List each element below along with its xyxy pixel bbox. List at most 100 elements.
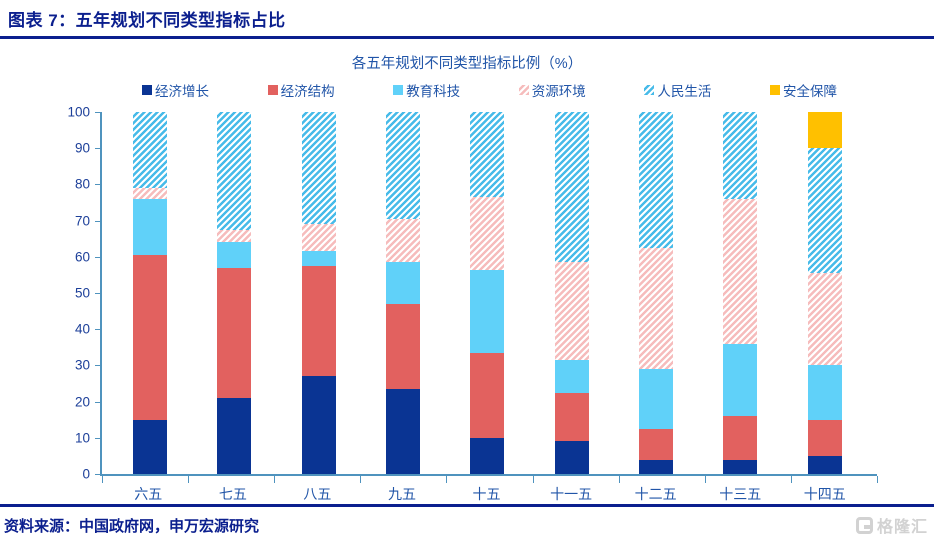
bar-segment-资源环境 — [301, 224, 336, 252]
y-axis-tick — [95, 184, 102, 186]
source-note: 资料来源：中国政府网，申万宏源研究 — [4, 517, 260, 535]
y-axis-tick-label: 50 — [74, 285, 90, 301]
stacked-bar — [554, 112, 589, 474]
x-axis-label: 九五 — [387, 486, 416, 502]
x-axis-tick — [532, 476, 534, 483]
y-axis-tick-label: 0 — [82, 466, 90, 482]
figure-footer: 资料来源：中国政府网，申万宏源研究 格隆汇 — [0, 504, 934, 546]
figure-header: 图表 7：五年规划不同类型指标占比 — [0, 0, 934, 39]
chart-title: 各五年规划不同类型指标比例（%） — [351, 56, 583, 72]
legend-label: 资源环境 — [531, 84, 586, 99]
y-axis-tick — [95, 365, 102, 367]
bar-segment-人民生活 — [554, 112, 589, 263]
y-axis-tick — [95, 220, 102, 222]
stacked-bar — [386, 112, 421, 474]
legend-item-5: 人民生活 — [644, 80, 711, 100]
legend-swatch-icon — [267, 85, 278, 95]
x-axis-label: 十四五 — [803, 486, 846, 502]
bar-segment-经济增长 — [217, 397, 252, 474]
bar-group-十四五 — [783, 112, 867, 474]
y-axis-tick-label: 30 — [74, 357, 90, 373]
y-axis-tick — [95, 329, 102, 331]
bar-segment-资源环境 — [386, 218, 421, 263]
plot-area: 0 10 20 30 40 50 60 70 80 90 100 — [67, 105, 878, 483]
bar-segment-经济结构 — [807, 419, 842, 456]
y-axis-tick — [95, 474, 102, 475]
stacked-bar — [807, 112, 842, 474]
x-axis-tick — [274, 476, 276, 483]
bar-segment-教育科技 — [133, 198, 168, 255]
bar-group-六五 — [108, 112, 192, 474]
y-axis-tick — [95, 112, 102, 113]
legend-label: 经济结构 — [280, 84, 335, 99]
bar-group-十三五 — [698, 112, 782, 474]
y-axis-tick — [95, 148, 102, 150]
bar-segment-教育科技 — [639, 369, 674, 429]
bar-segment-教育科技 — [470, 269, 505, 353]
bar-segment-经济结构 — [386, 303, 421, 389]
x-axis-tick — [360, 476, 362, 483]
x-axis-label: 十一五 — [550, 486, 593, 502]
x-axis-label: 十五 — [472, 486, 501, 502]
x-axis-label: 六五 — [134, 486, 163, 502]
bar-segment-人民生活 — [301, 112, 336, 225]
bar-segment-经济增长 — [301, 376, 336, 474]
bar-segment-资源环境 — [723, 198, 758, 344]
bar-segment-教育科技 — [386, 262, 421, 304]
bar-segment-教育科技 — [723, 343, 758, 417]
gelonghui-logo-text: 格隆汇 — [876, 519, 928, 536]
legend-swatch-icon — [393, 85, 404, 95]
bar-segment-经济结构 — [554, 392, 589, 442]
stacked-bar — [723, 112, 758, 474]
bar-segment-经济增长 — [470, 437, 505, 474]
bar-segment-安全保障 — [807, 112, 842, 149]
legend-swatch-icon — [769, 85, 780, 95]
bar-segment-人民生活 — [470, 112, 505, 198]
y-axis-tick-label: 20 — [74, 394, 90, 410]
bar-group-八五 — [277, 112, 361, 474]
y-axis-tick-label: 60 — [74, 249, 90, 265]
bar-segment-经济结构 — [639, 428, 674, 460]
bar-segment-人民生活 — [723, 112, 758, 199]
bar-group-十二五 — [614, 112, 698, 474]
legend-item-2: 经济结构 — [267, 80, 335, 100]
bar-segment-经济结构 — [301, 265, 336, 377]
bar-segment-人民生活 — [386, 112, 421, 219]
gelonghui-logo-icon — [855, 516, 873, 534]
bar-segment-资源环境 — [133, 188, 168, 199]
legend-label: 人民生活 — [657, 84, 712, 99]
y-axis-tick-label: 100 — [67, 104, 90, 120]
bar-segment-教育科技 — [554, 359, 589, 393]
y-axis-tick — [95, 293, 102, 294]
stacked-bar — [639, 112, 674, 474]
x-axis-labels: 六五 七五 八五 九五 十五 十一五 十二五 十三五 十四五 — [100, 484, 877, 504]
bar-segment-经济结构 — [470, 352, 505, 438]
bar-segment-资源环境 — [217, 229, 252, 243]
bar-segment-资源环境 — [554, 262, 589, 360]
x-axis-tick — [618, 476, 620, 483]
legend-item-3: 教育科技 — [393, 80, 460, 100]
bar-segment-教育科技 — [807, 365, 842, 420]
legend-item-1: 经济增长 — [142, 80, 209, 100]
bar-segment-经济增长 — [133, 419, 168, 474]
x-axis-label: 七五 — [218, 486, 247, 502]
y-axis-tick — [95, 256, 102, 258]
x-axis-tick — [446, 476, 448, 483]
legend-label: 经济增长 — [155, 84, 209, 99]
legend-label: 教育科技 — [406, 84, 461, 99]
stacked-bar — [470, 112, 505, 474]
x-axis-tick — [188, 476, 190, 483]
x-axis-tick — [704, 476, 706, 483]
bar-segment-人民生活 — [133, 112, 168, 189]
y-axis-tick-label: 80 — [74, 176, 90, 192]
gelonghui-logo: 格隆汇 — [855, 513, 928, 537]
bars-container — [108, 112, 867, 474]
stacked-bar — [217, 112, 252, 474]
bar-segment-人民生活 — [807, 148, 842, 274]
x-axis-tick — [877, 476, 878, 483]
bar-group-十五 — [445, 112, 529, 474]
bar-segment-资源环境 — [807, 273, 842, 366]
y-axis-tick-label: 90 — [74, 140, 90, 156]
y-axis-tick-label: 70 — [74, 213, 90, 229]
legend: 经济增长 经济结构 教育科技 资源环境 人民生活 安全保障 — [142, 80, 837, 100]
